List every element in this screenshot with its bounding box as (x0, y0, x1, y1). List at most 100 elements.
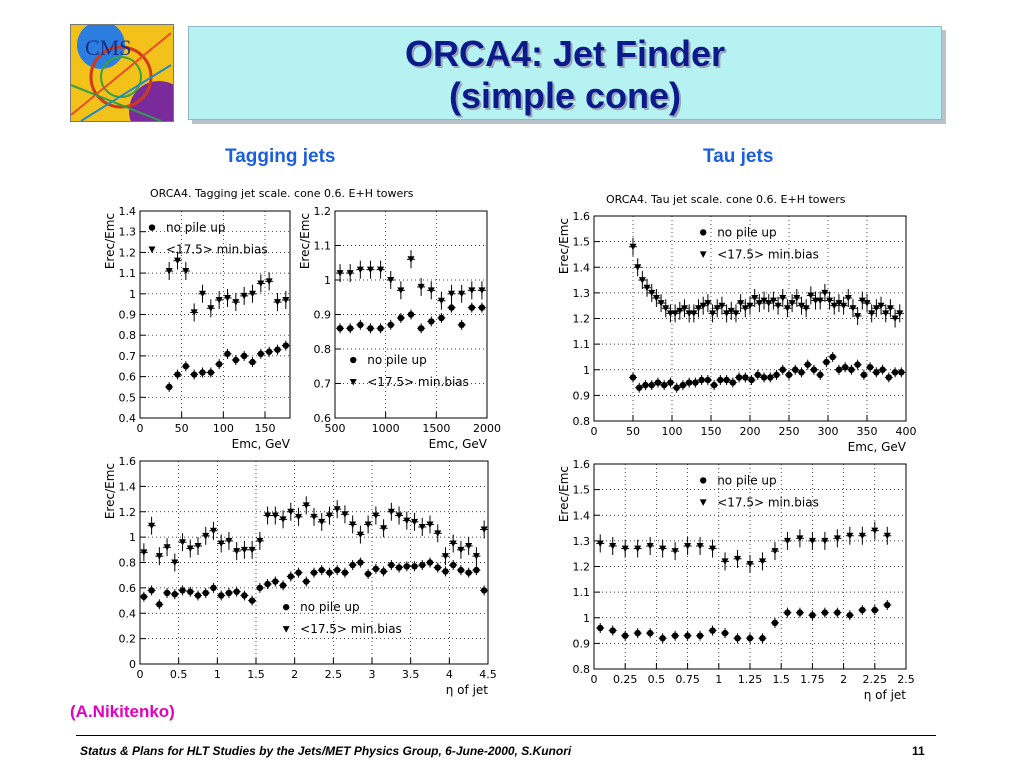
data-point-circle (457, 566, 465, 574)
data-point-triangle (478, 287, 486, 294)
data-point-circle (834, 609, 841, 616)
data-point-triangle (341, 511, 349, 518)
data-point-triangle (886, 305, 894, 312)
data-point-triangle (737, 300, 745, 307)
data-point-circle (829, 353, 836, 361)
data-point-circle (395, 564, 403, 571)
data-point-circle (458, 321, 465, 329)
y-axis-label: Erec/Emc (103, 463, 117, 519)
data-point-circle (860, 371, 868, 379)
data-point-circle (199, 369, 206, 376)
data-point-triangle (882, 310, 890, 317)
x-axis-label: Emc, GeV (429, 437, 488, 451)
y-tick-label: 1.2 (119, 506, 137, 519)
data-point-triangle (732, 310, 740, 317)
data-point-triangle (646, 543, 654, 550)
data-point-circle (885, 374, 893, 381)
plot-title-tau: ORCA4. Tau jet scale. cone 0.6. E+H towe… (606, 193, 846, 206)
y-tick-label: 0.8 (573, 415, 591, 428)
data-point-circle (810, 366, 818, 373)
y-tick-label: 1.5 (573, 484, 591, 497)
data-point-triangle (808, 537, 816, 545)
y-tick-label: 1 (129, 288, 136, 301)
data-point-triangle (709, 310, 717, 317)
data-point-triangle (652, 295, 660, 302)
data-point-triangle (380, 525, 388, 532)
data-point-triangle (746, 560, 754, 568)
data-point-circle (367, 325, 374, 332)
data-point-triangle (248, 546, 256, 554)
y-tick-label: 1.2 (119, 246, 137, 259)
data-point-circle (387, 321, 394, 329)
legend-label-no-pile-up: no pile up (166, 221, 225, 235)
data-point-circle (671, 632, 679, 639)
y-tick-label: 1.6 (573, 458, 591, 471)
y-tick-label: 1 (583, 364, 590, 377)
data-point-circle (187, 588, 194, 595)
data-point-circle (334, 566, 341, 574)
series-min-bias (336, 250, 486, 310)
data-point-circle (450, 561, 457, 569)
legend-marker-triangle (699, 499, 707, 506)
data-point-triangle (279, 516, 287, 523)
data-point-triangle (240, 546, 248, 554)
data-point-triangle (877, 302, 885, 310)
data-point-circle (272, 578, 279, 585)
legend-marker-circle (282, 603, 290, 611)
data-point-triangle (802, 305, 810, 312)
series-min-bias (596, 521, 892, 573)
x-tick-label: 3.5 (402, 668, 420, 681)
data-point-triangle (629, 243, 637, 251)
x-tick-label: 1.75 (800, 673, 825, 686)
y-tick-label: 0.6 (119, 582, 137, 595)
data-point-circle (372, 565, 380, 573)
y-tick-label: 1.1 (573, 586, 591, 599)
data-point-triangle (282, 297, 290, 304)
data-point-triangle (179, 539, 187, 546)
data-point-triangle (871, 527, 879, 535)
data-point-circle (264, 580, 271, 588)
data-point-triangle (233, 548, 241, 555)
data-point-circle (326, 569, 333, 576)
legend-marker-circle (148, 224, 156, 231)
data-point-circle (773, 371, 780, 379)
data-point-triangle (709, 545, 717, 553)
data-point-triangle (349, 521, 357, 528)
cms-logo: CMS (70, 24, 174, 122)
series-no-pile-up (165, 340, 290, 392)
data-point-triangle (480, 526, 488, 534)
data-point-circle (848, 366, 855, 373)
data-point-circle (729, 379, 737, 386)
data-point-circle (336, 325, 344, 332)
cms-logo-graphic: CMS (71, 25, 173, 121)
x-axis-label: η of jet (446, 683, 489, 697)
data-point-triangle (659, 545, 667, 553)
data-point-circle (210, 584, 217, 592)
data-point-triangle (427, 287, 435, 294)
y-tick-label: 1.6 (573, 210, 591, 223)
data-point-triangle (295, 513, 303, 521)
data-point-triangle (758, 558, 766, 565)
data-point-circle (654, 379, 662, 386)
data-point-circle (735, 374, 743, 381)
data-point-circle (871, 606, 878, 614)
y-tick-label: 0.2 (119, 633, 137, 646)
data-point-circle (784, 609, 791, 616)
data-point-triangle (844, 295, 852, 302)
y-axis-label: Erec/Emc (557, 466, 571, 522)
page-subtitle: (simple cone) (448, 75, 682, 116)
x-tick-label: 100 (213, 422, 234, 435)
data-point-triangle (274, 299, 281, 306)
data-point-circle (140, 593, 148, 600)
data-point-circle (274, 346, 281, 353)
data-point-circle (194, 592, 202, 599)
series-min-bias (139, 496, 489, 572)
y-tick-label: 0.7 (119, 350, 137, 363)
x-tick-label: 500 (325, 422, 346, 435)
y-tick-label: 1.4 (119, 480, 137, 493)
x-tick-label: 2000 (473, 422, 501, 435)
data-point-triangle (721, 558, 729, 565)
data-point-circle (218, 592, 225, 599)
data-point-circle (248, 597, 256, 604)
data-point-triangle (821, 537, 829, 545)
